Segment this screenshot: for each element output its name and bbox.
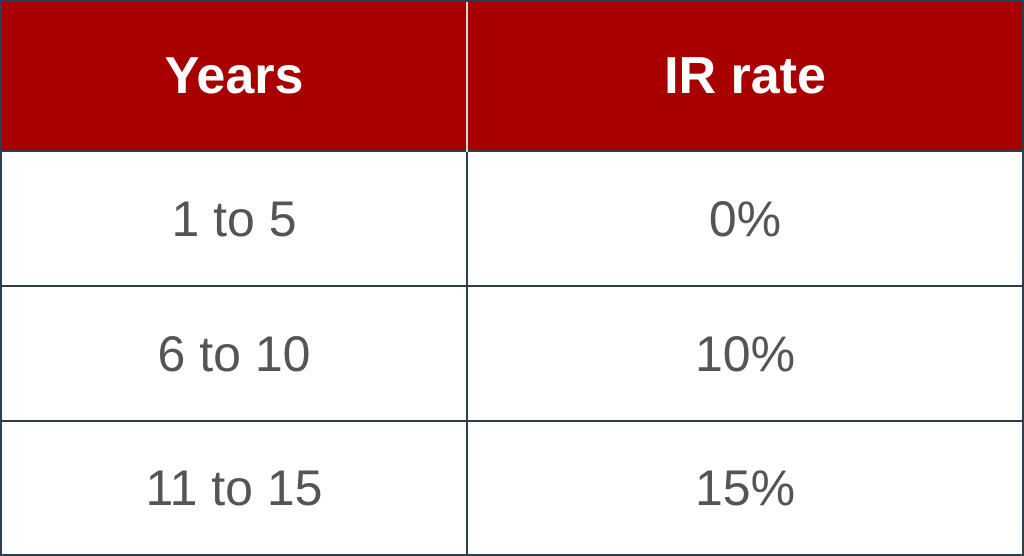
header-years: Years (2, 2, 468, 151)
cell-ir-rate: 10% (467, 285, 1022, 422)
table-row: 1 to 5 0% (2, 149, 1022, 287)
table-row: 6 to 10 10% (2, 285, 1022, 422)
table-row: 11 to 15 15% (2, 420, 1022, 554)
cell-ir-rate: 15% (467, 420, 1022, 554)
cell-years: 1 to 5 (2, 149, 468, 287)
cell-years: 6 to 10 (2, 285, 468, 422)
header-ir-rate: IR rate (467, 2, 1022, 151)
table-header-row: Years IR rate (2, 2, 1022, 151)
cell-years: 11 to 15 (2, 420, 468, 554)
cell-ir-rate: 0% (467, 149, 1022, 287)
